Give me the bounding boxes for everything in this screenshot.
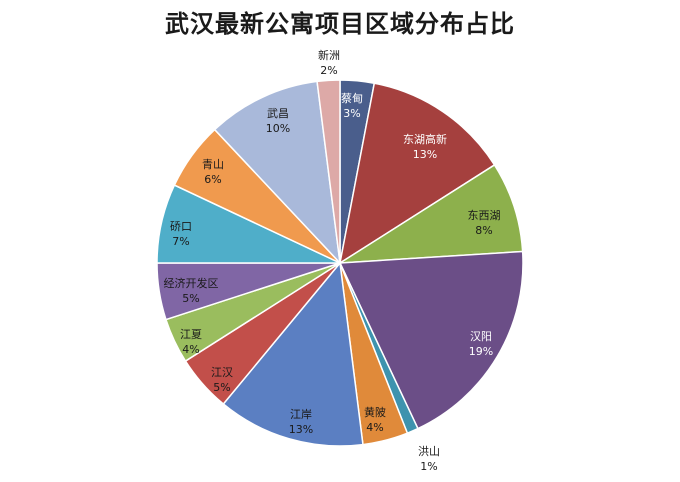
pie-slice — [213, 80, 342, 266]
slice-percent-label: 4% — [182, 343, 199, 356]
slice-percent-label: 5% — [213, 381, 230, 394]
slice-name-label: 黄陂 — [364, 405, 386, 419]
slice-percent-label: 19% — [469, 345, 493, 358]
slice-percent-label: 13% — [413, 148, 437, 161]
slice-percent-label: 8% — [475, 224, 492, 237]
chart-title: 武汉最新公寓项目区域分布占比 — [165, 10, 515, 38]
slice-percent-label: 4% — [366, 421, 383, 434]
pie-slice — [222, 261, 364, 447]
slice-percent-label: 1% — [420, 460, 437, 473]
slice-name-label: 武昌 — [267, 107, 289, 120]
slice-percent-label: 5% — [182, 292, 199, 305]
pie-slice — [339, 163, 524, 264]
slice-percent-label: 10% — [266, 122, 290, 135]
slice-name-label: 硚口 — [170, 220, 192, 233]
slice-percent-label: 2% — [320, 64, 337, 77]
slice-name-label: 江夏 — [180, 328, 202, 341]
slice-name-label: 东西湖 — [468, 209, 501, 222]
pie-slice — [338, 82, 496, 265]
slice-name-label: 洪山 — [418, 444, 440, 458]
slice-name-label: 江岸 — [290, 408, 312, 421]
slice-name-label: 经济开发区 — [164, 276, 219, 290]
slice-percent-label: 6% — [204, 173, 221, 186]
pie-slice — [338, 250, 524, 430]
slice-name-label: 江汉 — [211, 366, 233, 379]
slice-percent-label: 7% — [172, 235, 189, 248]
slice-percent-label: 13% — [289, 423, 313, 436]
slice-name-label: 汉阳 — [470, 330, 492, 343]
pie-slice — [316, 79, 341, 264]
slice-name-label: 蔡甸 — [341, 92, 363, 105]
slice-percent-label: 3% — [343, 107, 360, 120]
slice-name-label: 青山 — [202, 158, 224, 171]
slice-name-label: 东湖高新 — [403, 132, 447, 146]
slice-name-label: 新洲 — [318, 48, 340, 62]
